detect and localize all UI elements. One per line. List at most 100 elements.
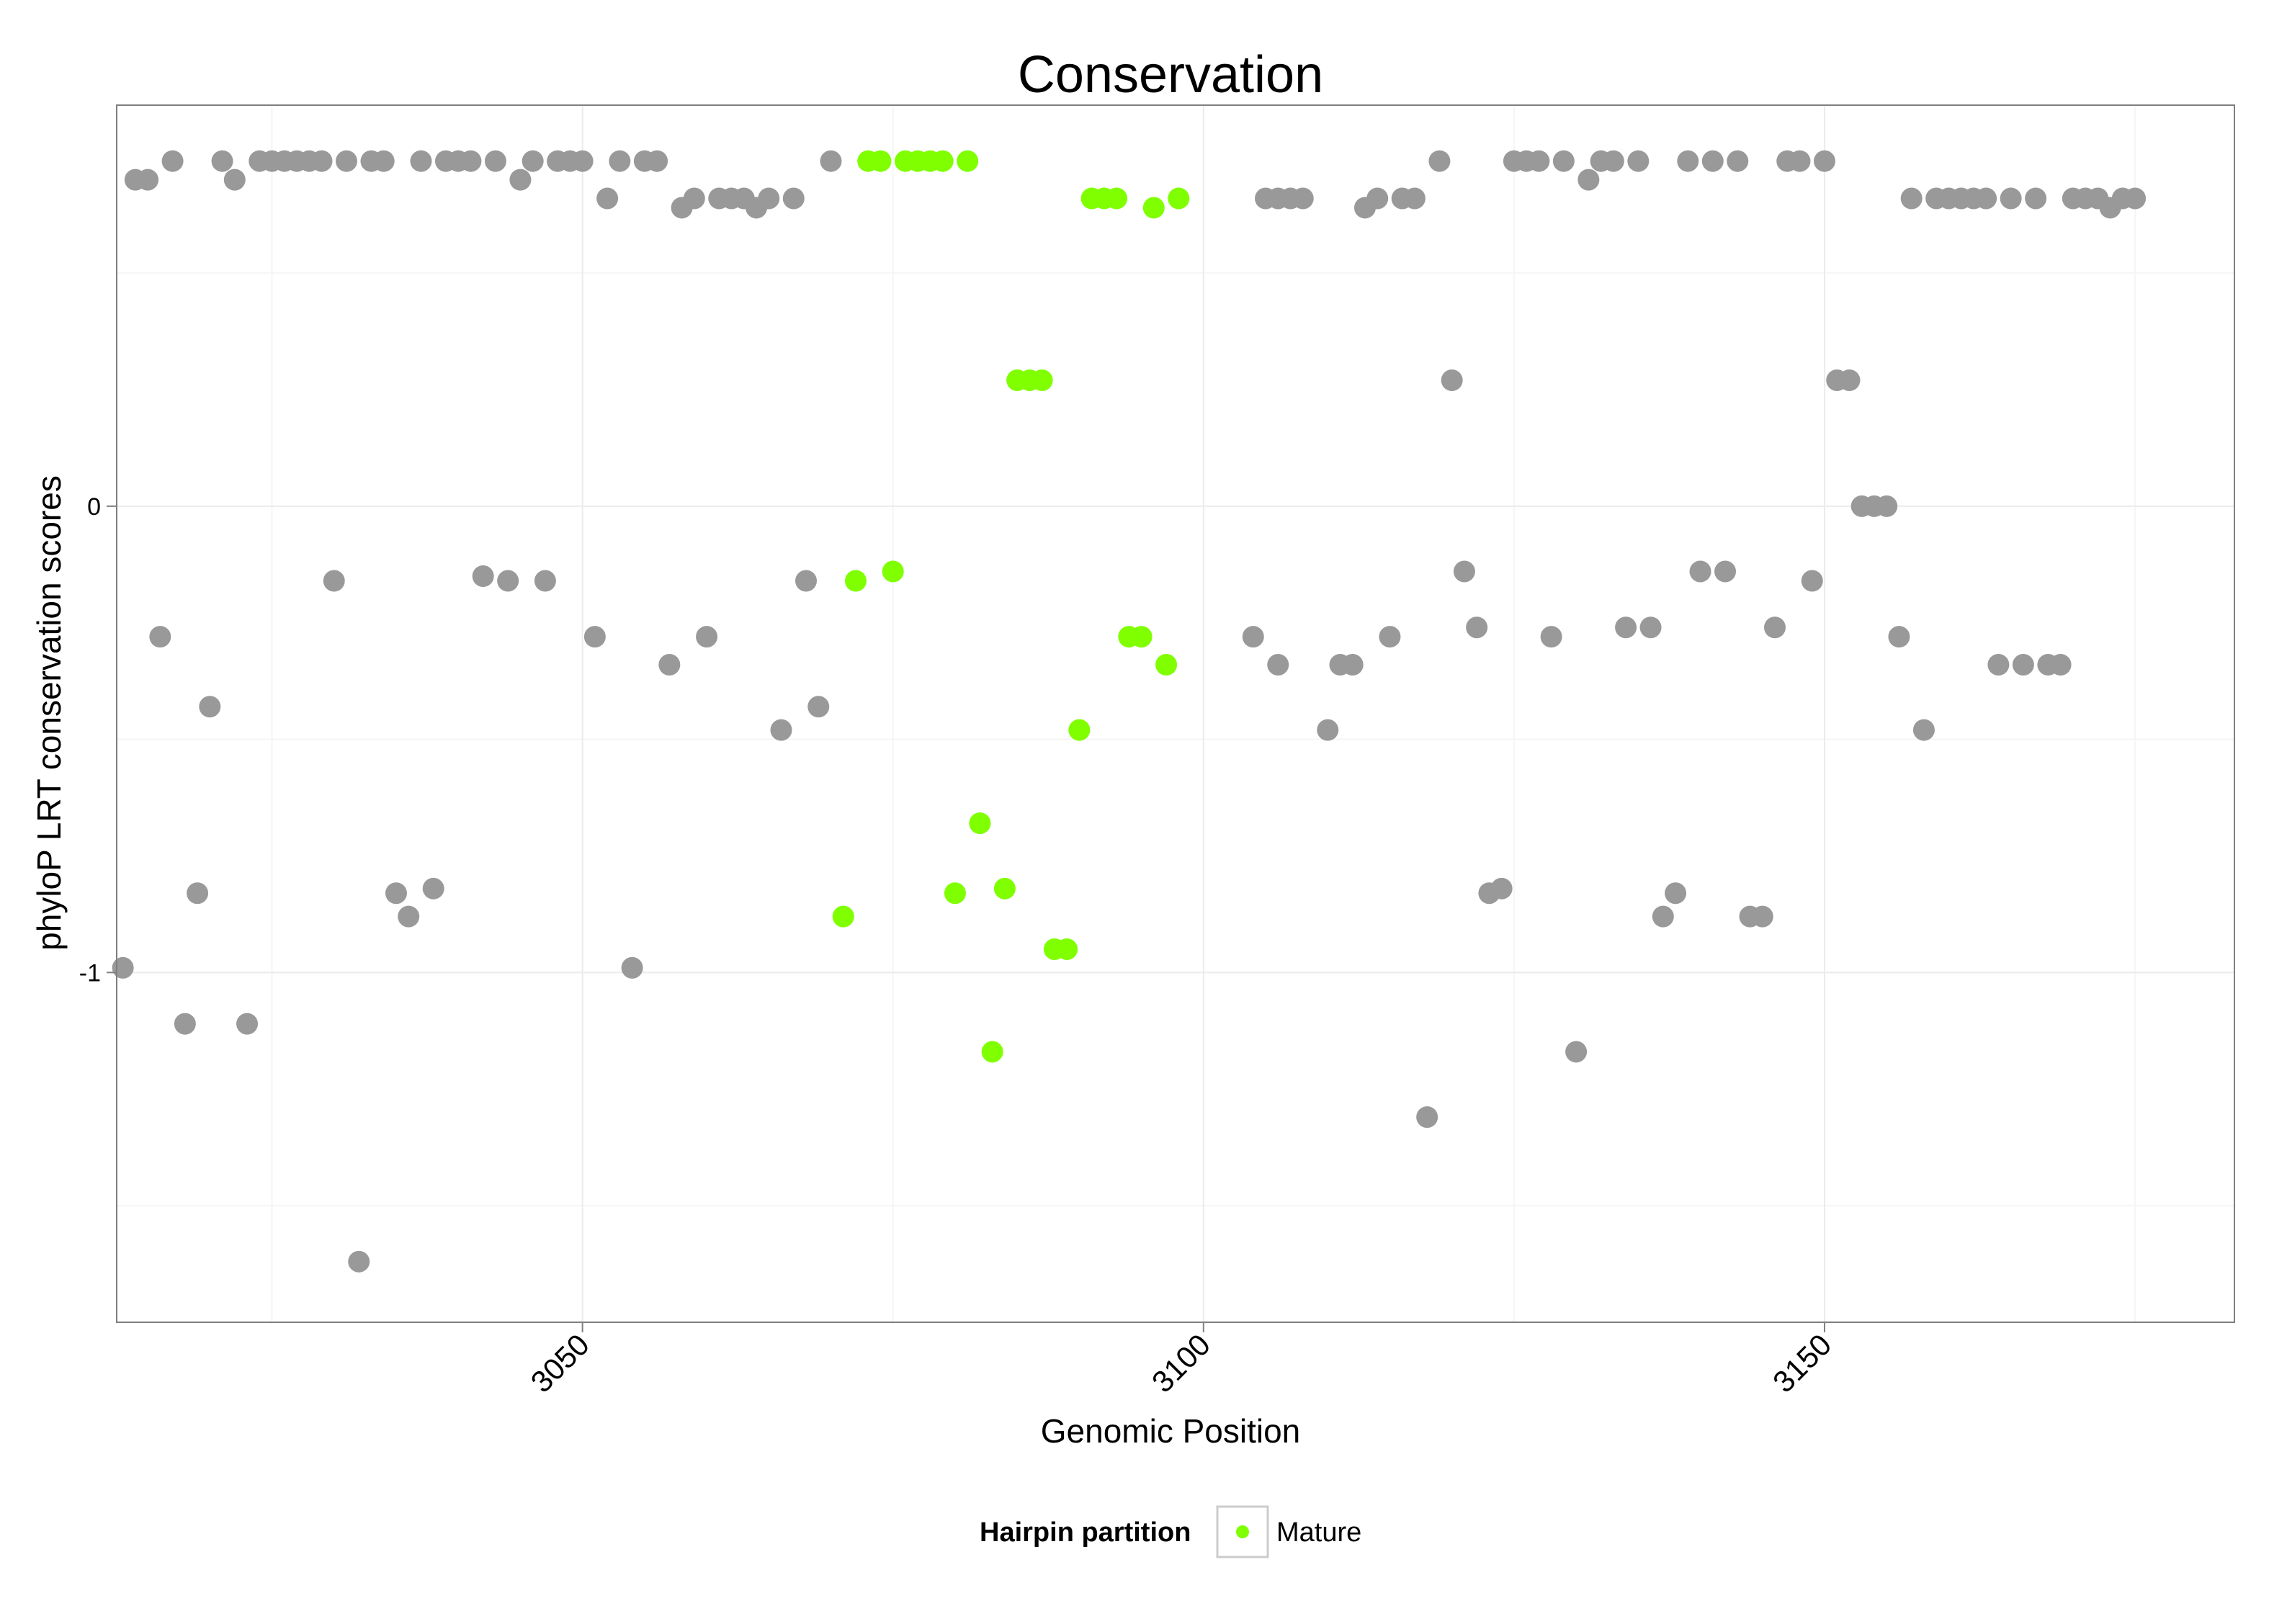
data-point-other [348, 1250, 370, 1273]
data-point-other [1577, 169, 1600, 191]
data-point-other [1763, 616, 1786, 639]
data-point-other [372, 150, 395, 172]
data-point-mature [981, 1041, 1003, 1063]
data-point-mature [882, 560, 904, 583]
data-point-other [223, 169, 246, 191]
data-point-mature [993, 877, 1016, 900]
y-axis-title: phyloP LRT conservation scores [30, 475, 68, 951]
data-point-other [1528, 150, 1550, 172]
x-axis-title: Genomic Position [1041, 1412, 1301, 1450]
data-point-other [1416, 1106, 1438, 1129]
data-point-other [398, 905, 420, 928]
data-point-other [1727, 150, 1749, 172]
data-point-other [1987, 654, 2010, 676]
data-point-other [1714, 560, 1737, 583]
grid [117, 105, 2234, 1322]
data-point-mature [1031, 369, 1053, 392]
data-point-other [1813, 150, 1835, 172]
data-point-other [1652, 905, 1674, 928]
data-point-other [1341, 654, 1364, 676]
data-point-mature [869, 150, 892, 172]
data-point-other [2049, 654, 2072, 676]
data-point-other [174, 1013, 196, 1035]
data-point-other [422, 877, 444, 900]
data-point-other [1540, 626, 1562, 648]
data-point-other [323, 570, 345, 592]
data-point-other [2000, 187, 2022, 210]
data-point-other [1453, 560, 1475, 583]
data-point-other [1317, 719, 1339, 741]
data-point-other [1490, 877, 1513, 900]
data-point-other [807, 696, 830, 718]
data-point-other [596, 187, 619, 210]
data-point-other [820, 150, 842, 172]
data-point-other [1379, 626, 1401, 648]
data-point-other [472, 565, 494, 587]
data-point-mature [1168, 187, 1190, 210]
y-tick-label: 0 [87, 493, 101, 521]
data-point-other [1801, 570, 1823, 592]
data-point-other [310, 150, 333, 172]
data-point-other [782, 187, 805, 210]
data-point-mature [844, 570, 867, 592]
data-point-other [1403, 187, 1426, 210]
legend: Hairpin partition Mature [980, 1505, 1361, 1558]
data-point-other [161, 150, 184, 172]
data-point-other [149, 626, 171, 648]
data-point-mature [1068, 719, 1091, 741]
data-point-other [621, 956, 643, 979]
data-point-other [683, 187, 705, 210]
data-point-other [1876, 495, 1898, 517]
y-tick-label: -1 [79, 959, 101, 987]
data-point-other [1701, 150, 1724, 172]
data-point-other [571, 150, 594, 172]
data-point-mature [1142, 197, 1165, 219]
data-point-mature [832, 905, 854, 928]
data-point-other [2025, 187, 2047, 210]
data-point-other [1428, 150, 1451, 172]
data-point-mature [957, 150, 979, 172]
data-point-other [1242, 626, 1264, 648]
legend-label-mature: Mature [1276, 1517, 1361, 1548]
data-point-other [484, 150, 506, 172]
data-point-other [1366, 187, 1389, 210]
data-point-other [236, 1013, 259, 1035]
legend-key-dot-mature [1236, 1525, 1249, 1538]
data-point-other [1789, 150, 1811, 172]
data-point-other [211, 150, 233, 172]
data-point-other [770, 719, 792, 741]
data-point-other [1900, 187, 1923, 210]
data-point-other [609, 150, 631, 172]
data-point-other [1627, 150, 1650, 172]
data-point-other [1552, 150, 1575, 172]
data-point-other [696, 626, 718, 648]
data-point-other [1292, 187, 1314, 210]
data-point-other [583, 626, 606, 648]
data-point-other [385, 882, 407, 905]
data-point-mature [944, 882, 966, 905]
data-points [112, 150, 2147, 1273]
data-point-other [1441, 369, 1463, 392]
data-point-other [795, 570, 818, 592]
data-point-other [1602, 150, 1624, 172]
data-point-other [1912, 719, 1935, 741]
data-point-other [1838, 369, 1861, 392]
data-point-other [1639, 616, 1662, 639]
data-point-other [522, 150, 544, 172]
data-point-other [1565, 1041, 1588, 1063]
legend-title: Hairpin partition [980, 1517, 1191, 1548]
data-point-mature [1106, 187, 1128, 210]
plot-panel-border [116, 104, 2235, 1323]
data-point-mature [969, 812, 991, 835]
data-point-other [199, 696, 221, 718]
data-point-other [2012, 654, 2034, 676]
data-point-other [460, 150, 482, 172]
data-point-other [1267, 654, 1289, 676]
data-point-other [646, 150, 668, 172]
data-point-other [2124, 187, 2147, 210]
data-point-other [410, 150, 432, 172]
data-point-other [534, 570, 556, 592]
